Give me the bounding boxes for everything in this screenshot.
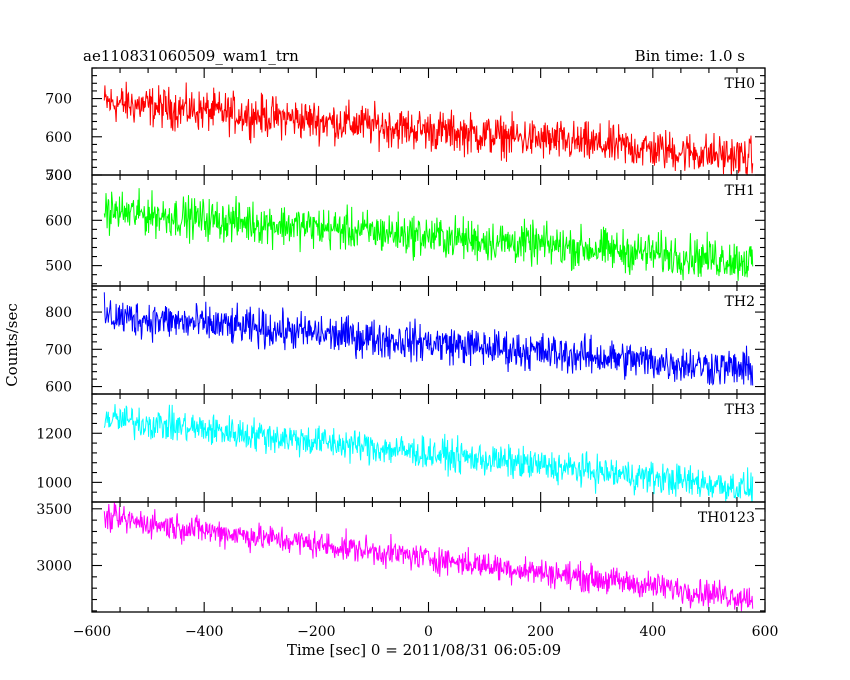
panel-th0: TH0 500 600 700 xyxy=(45,67,766,184)
panel-label: TH2 xyxy=(725,294,755,310)
y-tick-label: 700 xyxy=(45,168,72,184)
bin-time-label: Bin time: 1.0 s xyxy=(635,47,745,65)
y-tick-label: 3000 xyxy=(36,559,72,575)
panel-label: TH0123 xyxy=(698,510,755,526)
panel-label: TH1 xyxy=(725,183,755,199)
series-line-th3 xyxy=(103,404,754,502)
x-tick-label: 400 xyxy=(639,624,666,640)
panel-th0123: TH0123 3000 3500 xyxy=(36,501,766,613)
x-tick-label: −600 xyxy=(73,624,111,640)
series-line-th0123 xyxy=(103,502,754,612)
series-line-th0 xyxy=(103,81,754,175)
y-tick-label: 500 xyxy=(45,259,72,275)
y-tick-label: 500 xyxy=(45,168,72,184)
y-tick-label: 700 xyxy=(45,92,72,108)
x-tick-label: 200 xyxy=(527,624,554,640)
x-tick-label: 600 xyxy=(752,624,779,640)
x-axis-label: Time [sec] 0 = 2011/08/31 06:05:09 xyxy=(287,641,561,659)
series-line-th1 xyxy=(103,188,754,281)
x-tick-label: −200 xyxy=(297,624,335,640)
y-tick-label: 600 xyxy=(45,130,72,146)
y-tick-label: 1200 xyxy=(36,426,72,442)
panel-th1: TH1 500 600 700 xyxy=(45,168,766,287)
x-tick-label: 0 xyxy=(424,624,433,640)
chart-title: ae110831060509_wam1_trn xyxy=(83,47,299,65)
panel-label: TH0 xyxy=(725,76,755,92)
panel-th3: TH3 1000 1200 xyxy=(36,393,766,503)
x-tick-label: −400 xyxy=(185,624,223,640)
y-tick-label: 600 xyxy=(45,213,72,229)
y-tick-label: 700 xyxy=(45,342,72,358)
y-axis-label: Counts/sec xyxy=(3,303,21,387)
y-tick-label: 600 xyxy=(45,380,72,396)
y-tick-label: 800 xyxy=(45,305,72,321)
y-tick-label: 3500 xyxy=(36,502,72,518)
series-line-th2 xyxy=(103,292,754,386)
y-tick-label: 1000 xyxy=(36,475,72,491)
panel-th2: TH2 600 700 800 xyxy=(45,285,766,396)
panel-label: TH3 xyxy=(725,402,755,418)
